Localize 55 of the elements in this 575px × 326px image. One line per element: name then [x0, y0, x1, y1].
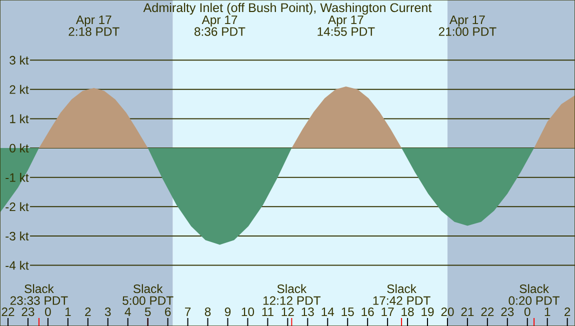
x-tick-label: 0	[524, 307, 530, 316]
annotation: Slack	[277, 284, 307, 294]
annotation: 12:12 PDT	[263, 296, 321, 305]
x-tick-label: 22	[481, 307, 494, 316]
annotation: 2:18 PDT	[68, 27, 120, 36]
y-tick-label: -4 kt	[6, 260, 29, 270]
x-tick-label: 10	[242, 307, 254, 316]
x-tick-label: 11	[262, 308, 274, 316]
x-tick-label: 8	[204, 307, 211, 316]
x-tick-label: 5	[144, 308, 151, 316]
x-tick-label: 21	[461, 307, 474, 316]
y-tick-label: -1 kt	[6, 172, 29, 182]
annotation: 17:42 PDT	[373, 296, 430, 305]
x-tick-label: 19	[422, 307, 434, 316]
x-tick-label: 13	[302, 307, 314, 316]
annotation: Slack	[133, 284, 163, 294]
x-tick-label: 1	[65, 308, 71, 316]
annotation: Apr 17	[76, 16, 112, 27]
x-tick-label: 2	[564, 307, 570, 316]
x-tick-label: 12	[282, 307, 294, 316]
x-tick-label: 3	[104, 307, 111, 316]
y-tick-label: -2 kt	[6, 202, 29, 212]
x-tick-label: 18	[402, 307, 414, 316]
annotation: 14:55 PDT	[318, 27, 375, 36]
x-tick-label: 16	[362, 307, 374, 316]
x-tick-label: 2	[85, 307, 91, 316]
annotation: Slack	[387, 284, 416, 294]
y-tick-label: -3 kt	[6, 232, 29, 240]
annotation: Apr 17	[202, 16, 238, 27]
x-tick-label: 14	[322, 308, 334, 316]
annotation: 23:33 PDT	[10, 296, 68, 305]
annotation: 0:20 PDT	[508, 296, 560, 305]
x-tick-label: 23	[501, 307, 514, 316]
x-tick-label: 17	[382, 308, 394, 316]
annotation: 5:00 PDT	[122, 296, 174, 305]
annotation: Slack	[24, 284, 54, 294]
chart-title: Admiralty Inlet (off Bush Point), Washington Current	[143, 2, 432, 15]
annotation: 8:36 PDT	[194, 27, 246, 36]
x-tick-label: 4	[124, 308, 131, 316]
y-tick-label: 2 kt	[10, 84, 29, 94]
annotation: Apr 17	[450, 16, 485, 27]
x-tick-label: 6	[165, 307, 171, 316]
x-tick-label: 1	[544, 308, 550, 316]
annotation: Slack	[520, 284, 549, 294]
x-tick-label: 9	[224, 307, 231, 316]
x-tick-label: 15	[342, 308, 354, 316]
annotation: Apr 17	[328, 16, 364, 27]
y-tick-label: 3 kt	[10, 56, 29, 65]
y-tick-label: 1 kt	[10, 114, 29, 124]
x-tick-label: 7	[185, 308, 191, 316]
x-tick-label: 20	[441, 307, 454, 316]
x-tick-label: 23	[22, 307, 34, 316]
annotation: 21:00 PDT	[438, 27, 496, 36]
x-tick-label: 22	[2, 307, 14, 316]
x-tick-label: 0	[45, 307, 51, 316]
